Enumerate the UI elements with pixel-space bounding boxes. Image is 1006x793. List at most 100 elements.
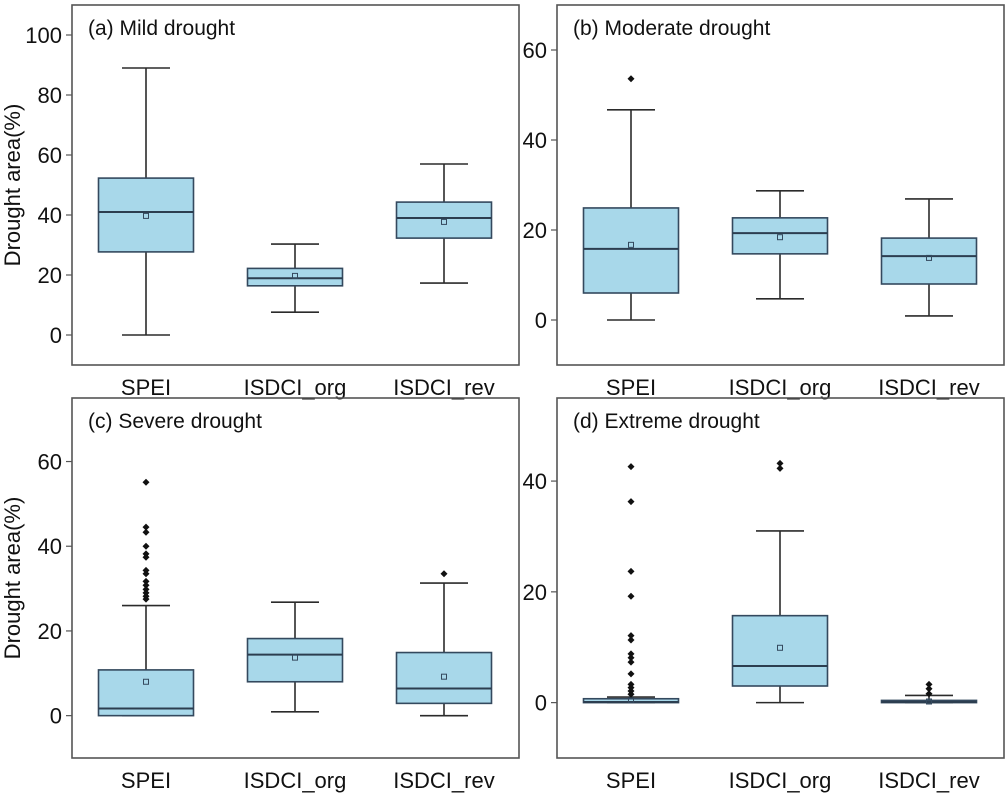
outlier-point [142, 581, 150, 589]
mean-marker [441, 218, 447, 225]
y-tick-label: 40 [38, 203, 62, 228]
box-isdci-org [731, 190, 829, 300]
outlier-point [627, 636, 635, 644]
y-tick-label: 0 [50, 704, 62, 729]
y-tick-label: 20 [38, 263, 62, 288]
y-tick-label: 80 [38, 83, 62, 108]
panel-c: 0 20 40 60 (c) Severe drought Drought area(%)… [0, 397, 520, 793]
mean-marker [143, 678, 149, 685]
mean-marker [926, 254, 932, 261]
plot-frame [556, 4, 1005, 366]
y-tick-label: 40 [523, 469, 547, 494]
y-tick-label: 40 [38, 534, 62, 559]
mean-marker [292, 654, 298, 661]
outlier-point [776, 464, 784, 472]
box-spei [97, 67, 195, 336]
panel-title: (d) Extreme drought [573, 410, 760, 433]
iqr-box [97, 177, 195, 253]
x-category-label: ISDCI_rev [878, 375, 979, 400]
mean-marker [628, 697, 634, 704]
outlier-point [627, 75, 635, 83]
outlier-point [440, 570, 448, 578]
outlier-point [627, 670, 635, 678]
x-category-label: SPEI [606, 375, 656, 400]
box-isdci-org [246, 243, 344, 314]
outlier-point [142, 523, 150, 531]
iqr-box [395, 201, 493, 239]
box-isdci-rev [880, 680, 978, 705]
outlier-point [142, 570, 150, 578]
y-tick-label: 100 [25, 23, 62, 48]
iqr-box [246, 267, 344, 287]
mean-marker [441, 673, 447, 680]
outlier-point [925, 690, 933, 698]
panel-title: (a) Mild drought [88, 17, 235, 40]
outlier-point [142, 553, 150, 561]
x-category-label: SPEI [121, 768, 171, 793]
mean-marker [926, 698, 932, 705]
y-axis-label: Drought area(%) [0, 104, 25, 267]
y-tick-label: 0 [535, 308, 547, 333]
box-isdci-rev [880, 198, 978, 317]
panel-d: 0 20 40 (d) Extreme drought SPEI ISDCI_org ISD… [523, 397, 1005, 793]
x-category-label: ISDCI_rev [393, 375, 494, 400]
iqr-box [731, 614, 829, 687]
y-tick-label: 0 [535, 691, 547, 716]
box-isdci-org [246, 601, 344, 713]
iqr-box [880, 237, 978, 285]
outlier-point [627, 592, 635, 600]
x-category-label: ISDCI_org [729, 768, 832, 793]
outlier-point [627, 632, 635, 640]
x-category-label: ISDCI_rev [393, 768, 494, 793]
outlier-point [627, 463, 635, 471]
y-tick-label: 60 [523, 38, 547, 63]
iqr-box [395, 651, 493, 705]
outlier-point [142, 595, 150, 603]
mean-marker [143, 212, 149, 219]
panel-title: (b) Moderate drought [573, 17, 770, 40]
outlier-point [776, 459, 784, 467]
box-spei [97, 478, 195, 717]
y-tick-label: 0 [50, 323, 62, 348]
outlier-point [142, 542, 150, 550]
box-isdci-rev [395, 163, 493, 284]
box-spei [582, 75, 680, 321]
outlier-point [627, 690, 635, 698]
plot-frame [71, 397, 520, 759]
box-spei [582, 463, 680, 704]
box-isdci-org [731, 459, 829, 704]
y-tick-label: 20 [523, 580, 547, 605]
mean-marker [628, 241, 634, 248]
x-category-label: ISDCI_org [729, 375, 832, 400]
outlier-point [627, 658, 635, 666]
outlier-point [627, 498, 635, 506]
y-tick-label: 40 [523, 128, 547, 153]
x-category-label: SPEI [606, 768, 656, 793]
outlier-point [142, 577, 150, 585]
y-tick-label: 60 [38, 450, 62, 475]
panel-a: 0 20 40 60 80 100 (a) Mild drought Drought area… [0, 4, 520, 400]
outlier-point [925, 685, 933, 693]
x-category-label: SPEI [121, 375, 171, 400]
iqr-box [582, 207, 680, 294]
x-category-label: ISDCI_org [244, 375, 347, 400]
outlier-point [142, 478, 150, 486]
x-category-label: ISDCI_rev [878, 768, 979, 793]
plot-frame [556, 397, 1005, 759]
mean-marker [777, 234, 783, 241]
panel-title: (c) Severe drought [88, 410, 262, 433]
plot-frame [71, 4, 520, 366]
mean-marker [292, 272, 298, 279]
y-axis-label: Drought area(%) [0, 497, 25, 660]
y-tick-label: 20 [523, 218, 547, 243]
box-isdci-rev [395, 570, 493, 717]
y-tick-label: 60 [38, 143, 62, 168]
panel-b: 0 20 40 60 (b) Moderate drought SPEI ISDCI_org… [523, 4, 1005, 400]
outlier-point [627, 650, 635, 658]
y-tick-label: 20 [38, 619, 62, 644]
mean-marker [777, 644, 783, 651]
outlier-point [627, 567, 635, 575]
outlier-point [627, 654, 635, 662]
outlier-point [925, 680, 933, 688]
